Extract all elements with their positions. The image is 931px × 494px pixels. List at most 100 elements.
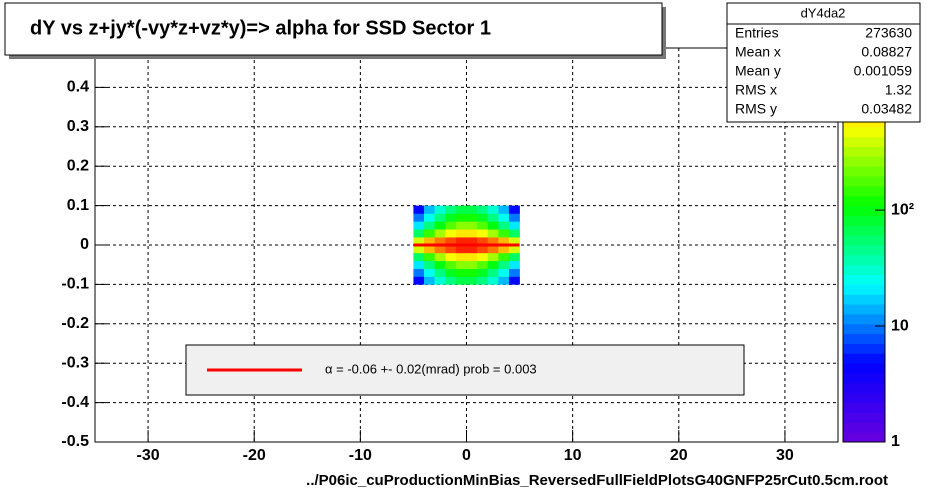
color-bar-step xyxy=(843,245,885,256)
cell xyxy=(455,276,467,285)
color-bar-step xyxy=(843,333,885,344)
color-bar-step xyxy=(843,166,885,177)
stats-label: Entries xyxy=(735,25,779,41)
y-tick-label: 0.4 xyxy=(67,79,89,96)
cell xyxy=(445,245,457,254)
cell xyxy=(434,229,446,238)
cell xyxy=(455,229,467,238)
color-bar-step xyxy=(843,136,885,147)
color-bar-step xyxy=(843,432,885,443)
x-tick-label: 30 xyxy=(776,447,794,464)
cell xyxy=(445,276,457,285)
color-bar-step xyxy=(843,294,885,305)
cell xyxy=(508,252,520,262)
cell xyxy=(424,237,435,246)
x-tick-label: 10 xyxy=(564,447,582,464)
cell xyxy=(477,252,489,262)
cell xyxy=(498,245,510,254)
color-bar-step xyxy=(843,126,885,138)
cell xyxy=(445,260,457,269)
color-bar-step xyxy=(843,323,885,335)
color-bar-step xyxy=(843,392,885,404)
cell xyxy=(424,221,435,230)
color-bar-step xyxy=(843,156,885,167)
z-tick-label: 10² xyxy=(891,201,914,218)
cell xyxy=(487,237,499,246)
cell xyxy=(466,221,478,230)
cell xyxy=(508,221,520,230)
cell xyxy=(424,229,435,238)
cell xyxy=(445,213,457,222)
cell xyxy=(487,276,499,285)
stats-name: dY4da2 xyxy=(801,5,846,20)
cell xyxy=(508,245,520,254)
cell xyxy=(477,229,489,238)
cell xyxy=(413,260,425,269)
cell xyxy=(434,245,446,254)
y-tick-label: 0 xyxy=(80,236,89,253)
stats-value: 0.001059 xyxy=(854,63,913,79)
cell xyxy=(445,229,457,238)
x-axis-label: ../P06ic_cuProductionMinBias_ReversedFul… xyxy=(306,472,888,489)
cell xyxy=(424,213,435,222)
cell xyxy=(498,252,510,262)
cell xyxy=(508,268,520,277)
color-bar-step xyxy=(843,422,885,433)
cell xyxy=(477,221,489,230)
chart-title: dY vs z+jy*(-vy*z+vz*y)=> alpha for SSD … xyxy=(30,17,491,39)
y-tick-label: 0.1 xyxy=(67,197,89,214)
cell xyxy=(477,237,489,246)
cell xyxy=(413,276,425,285)
cell xyxy=(487,221,499,230)
cell xyxy=(508,260,520,269)
cell xyxy=(434,268,446,277)
title-box xyxy=(4,2,663,56)
color-bar-step xyxy=(843,363,885,374)
cell xyxy=(498,221,510,230)
color-bar-step xyxy=(843,235,885,246)
cell xyxy=(445,237,457,246)
z-tick-label: 10 xyxy=(891,317,909,334)
y-tick-label: -0.5 xyxy=(61,433,89,450)
cell xyxy=(455,221,467,230)
cell xyxy=(508,276,520,285)
color-bar-step xyxy=(843,205,885,216)
cell xyxy=(498,268,510,277)
y-tick-label: -0.3 xyxy=(61,354,89,371)
cell xyxy=(477,260,489,269)
cell xyxy=(466,260,478,269)
cell xyxy=(424,245,435,254)
x-tick-label: -30 xyxy=(137,447,160,464)
cell xyxy=(413,221,425,230)
cell xyxy=(508,205,520,214)
cell xyxy=(466,276,478,285)
cell xyxy=(424,252,435,262)
cell xyxy=(487,213,499,222)
y-tick-label: 0.3 xyxy=(67,118,89,135)
stats-label: Mean x xyxy=(735,44,781,60)
color-bar-step xyxy=(843,264,885,276)
y-tick-label: -0.1 xyxy=(61,276,89,293)
cell xyxy=(487,229,499,238)
cell xyxy=(424,276,435,285)
stats-value: 1.32 xyxy=(885,82,912,98)
cell xyxy=(466,205,478,214)
cell xyxy=(413,229,425,238)
cell xyxy=(424,268,435,277)
cell xyxy=(466,229,478,238)
cell xyxy=(445,252,457,262)
cell xyxy=(424,260,435,269)
cell xyxy=(498,237,510,246)
cell xyxy=(424,205,435,214)
stats-value: 273630 xyxy=(865,25,912,41)
cell xyxy=(498,260,510,269)
color-bar-step xyxy=(843,176,885,187)
cell xyxy=(508,237,520,246)
x-tick-label: -20 xyxy=(243,447,266,464)
cell xyxy=(445,205,457,214)
x-tick-label: -10 xyxy=(349,447,372,464)
cell xyxy=(445,221,457,230)
cell xyxy=(477,205,489,214)
cell xyxy=(477,276,489,285)
